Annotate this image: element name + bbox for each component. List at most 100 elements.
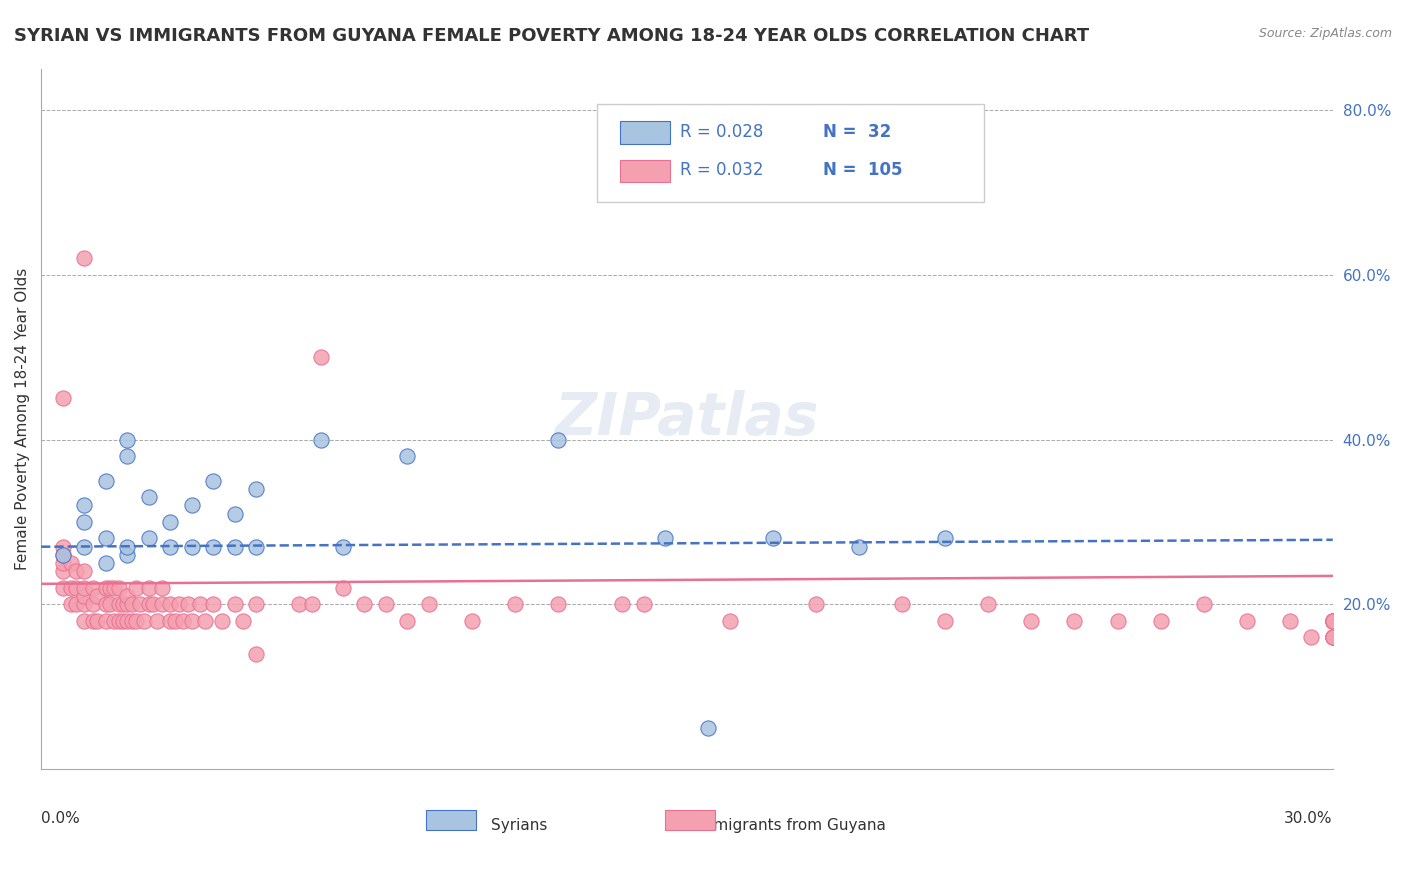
Text: N =  105: N = 105 <box>823 161 903 179</box>
Text: Source: ZipAtlas.com: Source: ZipAtlas.com <box>1258 27 1392 40</box>
Point <box>73 565 96 579</box>
Point <box>224 540 246 554</box>
Point <box>1301 631 1323 645</box>
Text: 0.0%: 0.0% <box>41 812 80 826</box>
Point <box>111 598 134 612</box>
Point <box>129 598 152 612</box>
Point <box>245 647 267 661</box>
Point <box>73 499 96 513</box>
Text: R = 0.032: R = 0.032 <box>681 161 763 179</box>
Point <box>891 598 914 612</box>
Point <box>142 598 165 612</box>
Y-axis label: Female Poverty Among 18-24 Year Olds: Female Poverty Among 18-24 Year Olds <box>15 268 30 570</box>
Point <box>1021 614 1043 628</box>
Point <box>1322 614 1344 628</box>
Point <box>503 598 526 612</box>
Point <box>60 556 83 570</box>
Point <box>309 433 332 447</box>
Point <box>176 598 198 612</box>
Point <box>1322 631 1344 645</box>
Point <box>159 598 181 612</box>
Point <box>1322 631 1344 645</box>
Point <box>82 598 104 612</box>
Point <box>697 721 720 735</box>
Point <box>86 614 108 628</box>
Point <box>418 598 440 612</box>
Text: ZIPatlas: ZIPatlas <box>555 391 820 448</box>
Point <box>167 598 190 612</box>
Point <box>73 581 96 595</box>
Point <box>211 614 233 628</box>
Point <box>180 499 202 513</box>
Point <box>1322 614 1344 628</box>
Point <box>52 565 75 579</box>
Point <box>115 614 138 628</box>
Point <box>232 614 254 628</box>
FancyBboxPatch shape <box>620 121 671 144</box>
Point <box>245 482 267 496</box>
Point <box>86 589 108 603</box>
Point <box>115 540 138 554</box>
Point <box>107 581 129 595</box>
Point <box>52 548 75 562</box>
Point <box>94 598 117 612</box>
Text: N =  32: N = 32 <box>823 122 891 141</box>
FancyBboxPatch shape <box>596 103 984 202</box>
Point <box>121 598 143 612</box>
Point <box>150 598 173 612</box>
Text: SYRIAN VS IMMIGRANTS FROM GUYANA FEMALE POVERTY AMONG 18-24 YEAR OLDS CORRELATIO: SYRIAN VS IMMIGRANTS FROM GUYANA FEMALE … <box>14 27 1090 45</box>
Point <box>332 540 354 554</box>
Point <box>1322 614 1344 628</box>
Point <box>73 251 96 265</box>
Point <box>1107 614 1129 628</box>
Point <box>73 614 96 628</box>
Point <box>73 540 96 554</box>
Point <box>762 532 785 546</box>
Point <box>309 350 332 364</box>
Point <box>146 614 169 628</box>
Point <box>1322 614 1344 628</box>
Point <box>98 581 121 595</box>
Point <box>73 598 96 612</box>
Point <box>82 581 104 595</box>
Point <box>1063 614 1085 628</box>
Text: Immigrants from Guyana: Immigrants from Guyana <box>695 818 886 833</box>
Point <box>190 598 212 612</box>
Point <box>111 614 134 628</box>
Point <box>224 507 246 521</box>
Point <box>1322 631 1344 645</box>
Point <box>288 598 311 612</box>
Point <box>180 540 202 554</box>
Point <box>138 532 160 546</box>
Point <box>353 598 375 612</box>
Point <box>125 581 148 595</box>
Point <box>1149 614 1171 628</box>
Point <box>1322 614 1344 628</box>
Text: Syrians: Syrians <box>491 818 547 833</box>
Point <box>103 614 125 628</box>
Point <box>172 614 194 628</box>
Point <box>633 598 655 612</box>
Point <box>103 581 125 595</box>
Point <box>1278 614 1301 628</box>
Point <box>121 614 143 628</box>
Point <box>115 598 138 612</box>
Point <box>94 474 117 488</box>
Point <box>1322 614 1344 628</box>
Point <box>1322 614 1344 628</box>
Point <box>94 556 117 570</box>
Point <box>180 614 202 628</box>
Point <box>396 449 419 463</box>
Point <box>1236 614 1258 628</box>
Point <box>159 540 181 554</box>
Point <box>115 449 138 463</box>
Point <box>202 540 225 554</box>
Point <box>245 598 267 612</box>
Point <box>52 581 75 595</box>
Point <box>52 548 75 562</box>
Point <box>612 598 634 612</box>
Point <box>332 581 354 595</box>
Point <box>65 565 87 579</box>
FancyBboxPatch shape <box>665 810 716 830</box>
Point <box>804 598 827 612</box>
